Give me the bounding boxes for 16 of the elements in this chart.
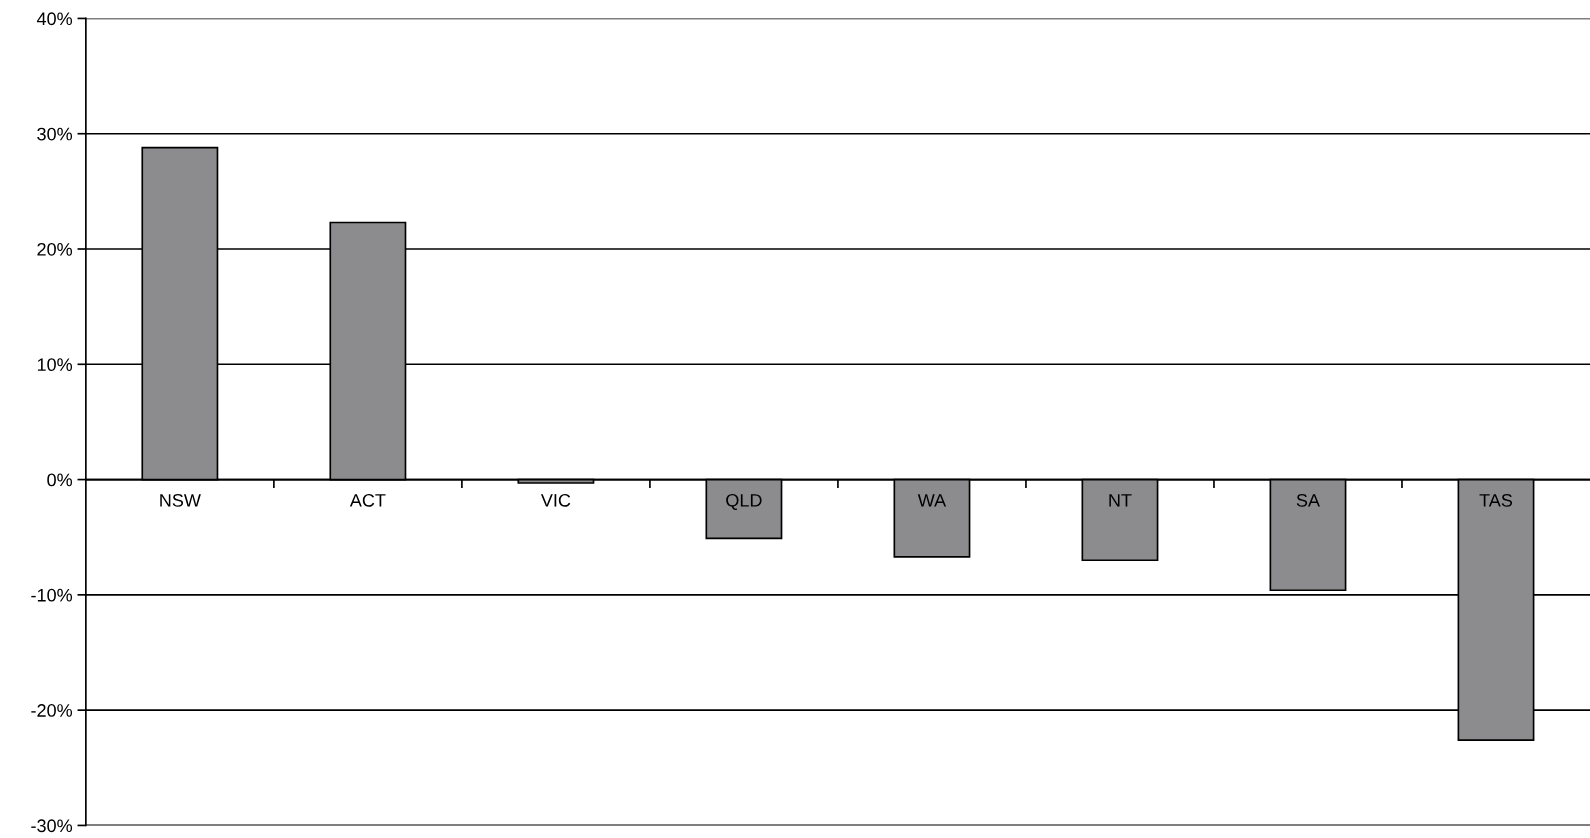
y-tick-label: -30% xyxy=(31,819,73,833)
x-tick-label: SA xyxy=(1296,493,1320,507)
y-tick-label: 10% xyxy=(37,358,73,372)
y-tick-label: 0% xyxy=(47,473,73,487)
x-tick-label: NSW xyxy=(160,493,201,507)
x-tick-label: TAS xyxy=(1479,493,1513,507)
x-tick-label: VIC xyxy=(540,493,571,507)
y-tick-label: 20% xyxy=(37,242,73,256)
x-tick-label: NT xyxy=(1109,494,1132,507)
y-tick-label: 30% xyxy=(37,127,73,141)
x-tick-label: ACT xyxy=(349,493,386,507)
y-tick-label: 40% xyxy=(36,12,73,26)
y-tick-label: -10% xyxy=(31,588,73,602)
x-tick-label: QLD xyxy=(726,493,762,510)
y-tick-label: -20% xyxy=(31,704,73,717)
x-tick-label: WA xyxy=(917,494,947,507)
